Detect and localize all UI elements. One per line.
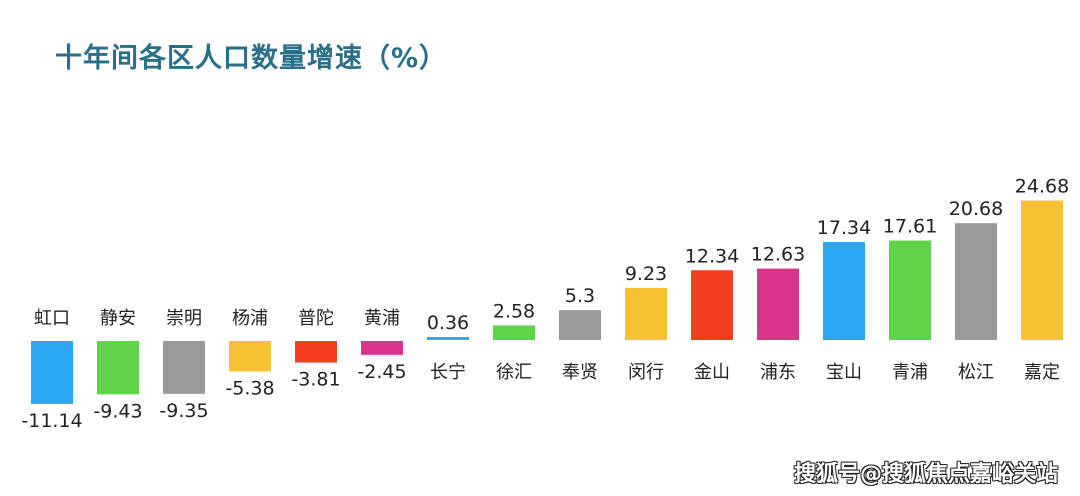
- data-label: -3.81: [291, 369, 340, 391]
- bar-崇明: [163, 341, 205, 394]
- category-label: 长宁: [430, 362, 466, 383]
- data-label: 0.36: [427, 312, 469, 334]
- category-label: 静安: [100, 308, 136, 329]
- category-label: 青浦: [892, 362, 928, 383]
- data-label: 24.68: [1015, 176, 1069, 198]
- data-label: 17.34: [817, 217, 871, 239]
- category-label: 奉贤: [562, 362, 598, 383]
- data-label: -9.43: [93, 400, 142, 422]
- category-label: 嘉定: [1024, 362, 1060, 383]
- bar-普陀: [295, 341, 337, 363]
- category-label: 黄浦: [364, 308, 400, 329]
- category-label: 闵行: [628, 362, 664, 383]
- bar-黄浦: [361, 341, 403, 355]
- data-label: 20.68: [949, 198, 1003, 220]
- watermark: 搜狐号@搜狐焦点嘉峪关站: [793, 462, 1058, 487]
- category-label: 浦东: [760, 362, 796, 383]
- data-label: -2.45: [357, 361, 406, 383]
- data-label: -9.35: [159, 400, 208, 422]
- bar-长宁: [427, 337, 469, 340]
- data-label: 5.3: [565, 285, 595, 307]
- bar-宝山: [823, 242, 865, 340]
- bar-金山: [691, 270, 733, 340]
- bar-虹口: [31, 341, 73, 404]
- data-label: 17.61: [883, 216, 937, 238]
- bar-嘉定: [1021, 200, 1063, 340]
- data-label: -11.14: [21, 410, 82, 432]
- bar-静安: [97, 341, 139, 395]
- data-label: -5.38: [225, 377, 274, 399]
- category-label: 金山: [694, 362, 730, 383]
- bar-闵行: [625, 287, 667, 340]
- category-label: 普陀: [298, 308, 334, 329]
- category-label: 宝山: [826, 362, 862, 383]
- category-label: 崇明: [166, 308, 202, 329]
- bar-青浦: [889, 240, 931, 340]
- bar-奉贤: [559, 310, 601, 340]
- chart-title: 十年间各区人口数量增速（%）: [55, 43, 448, 74]
- bar-徐汇: [493, 325, 535, 340]
- category-label: 徐汇: [496, 362, 532, 383]
- data-label: 12.34: [685, 245, 739, 267]
- bar-松江: [955, 223, 997, 340]
- bar-浦东: [757, 268, 799, 340]
- data-label: 12.63: [751, 244, 805, 266]
- category-label: 松江: [958, 362, 994, 383]
- category-label: 虹口: [34, 308, 70, 329]
- bar-杨浦: [229, 341, 271, 372]
- category-label: 杨浦: [232, 308, 268, 329]
- data-label: 9.23: [625, 263, 667, 285]
- data-label: 2.58: [493, 300, 535, 322]
